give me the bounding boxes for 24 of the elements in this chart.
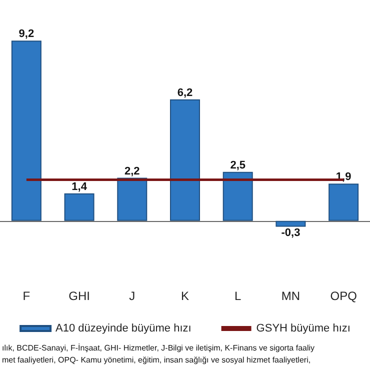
data-label: 1,4 bbox=[72, 180, 88, 193]
legend-label: GSYH büyüme hızı bbox=[256, 322, 350, 334]
data-label: 6,2 bbox=[177, 86, 193, 99]
bar bbox=[170, 99, 200, 221]
bar bbox=[276, 220, 306, 227]
x-tick-label: MN bbox=[281, 289, 300, 303]
data-label: -0,3 bbox=[281, 227, 300, 240]
x-tick-label: K bbox=[180, 289, 190, 303]
legend-label: A10 düzeyinde büyüme hızı bbox=[56, 322, 192, 334]
bar bbox=[117, 178, 148, 221]
text: ılık, BCDE-Sanayi, F-İnşaat, GHI- Hizmetler, J-Bilgi ve iletişim, K-Finans ve sigorta faaliy bbox=[2, 344, 315, 352]
bar bbox=[11, 40, 42, 221]
x-tick-label: J bbox=[129, 289, 136, 303]
x-tick-label: OPQ bbox=[330, 289, 357, 303]
text: met faaliyetleri, OPQ- Kamu yönetimi, eğitim, insan sağlığı ve sosyal hizmet faaliyetleri, bbox=[2, 356, 311, 364]
data-label: 2,5 bbox=[230, 159, 246, 172]
bar bbox=[64, 193, 94, 221]
data-label: 2,2 bbox=[124, 165, 140, 178]
x-tick-label: F bbox=[22, 289, 30, 303]
x-tick-label: L bbox=[234, 289, 242, 303]
bar bbox=[222, 172, 253, 221]
data-label: 9,2 bbox=[18, 28, 34, 40]
x-tick-label: GHI bbox=[68, 289, 90, 303]
bar bbox=[328, 184, 359, 221]
